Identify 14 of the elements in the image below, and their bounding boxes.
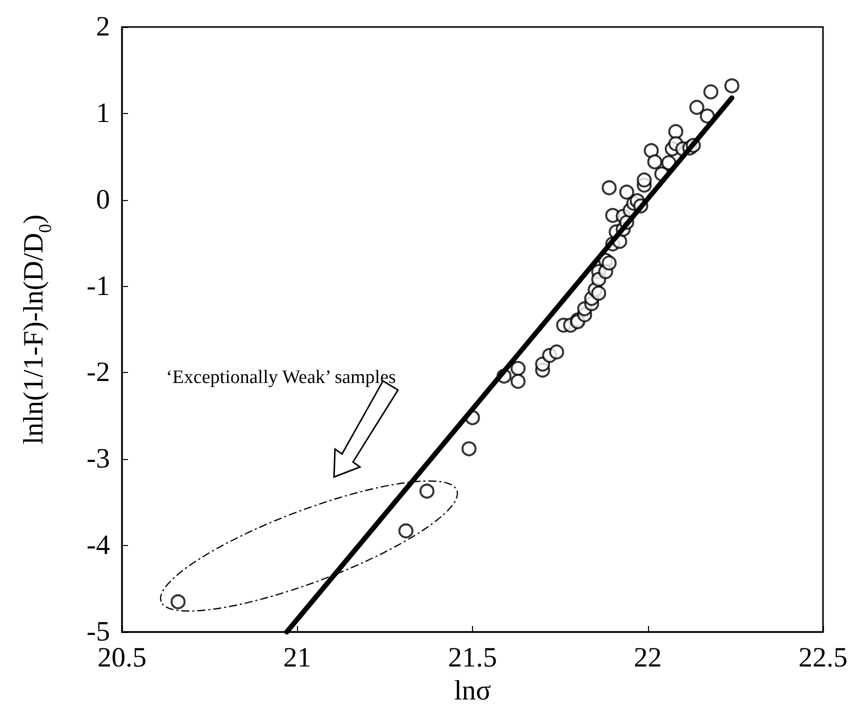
y-tick-label: -1: [86, 270, 110, 302]
x-tick-label: 22.5: [798, 642, 848, 674]
x-axis-title: lnσ: [454, 675, 491, 706]
annotation: ‘Exceptionally Weak’ samples: [166, 367, 396, 388]
x-tick-label: 22: [634, 642, 662, 674]
y-tick-label: 1: [96, 98, 110, 129]
y-tick-label: -3: [86, 444, 110, 475]
y-tick-label: 2: [96, 12, 110, 42]
y-axis-title: lnln(1/1-F)-ln(D/D0): [18, 214, 55, 444]
y-tick-label: -4: [86, 530, 110, 562]
x-tick-label: 21: [283, 642, 312, 674]
x-tick-label: 21.5: [448, 642, 497, 674]
y-tick-label: 0: [96, 184, 110, 216]
y-tick-label: -2: [86, 357, 110, 388]
